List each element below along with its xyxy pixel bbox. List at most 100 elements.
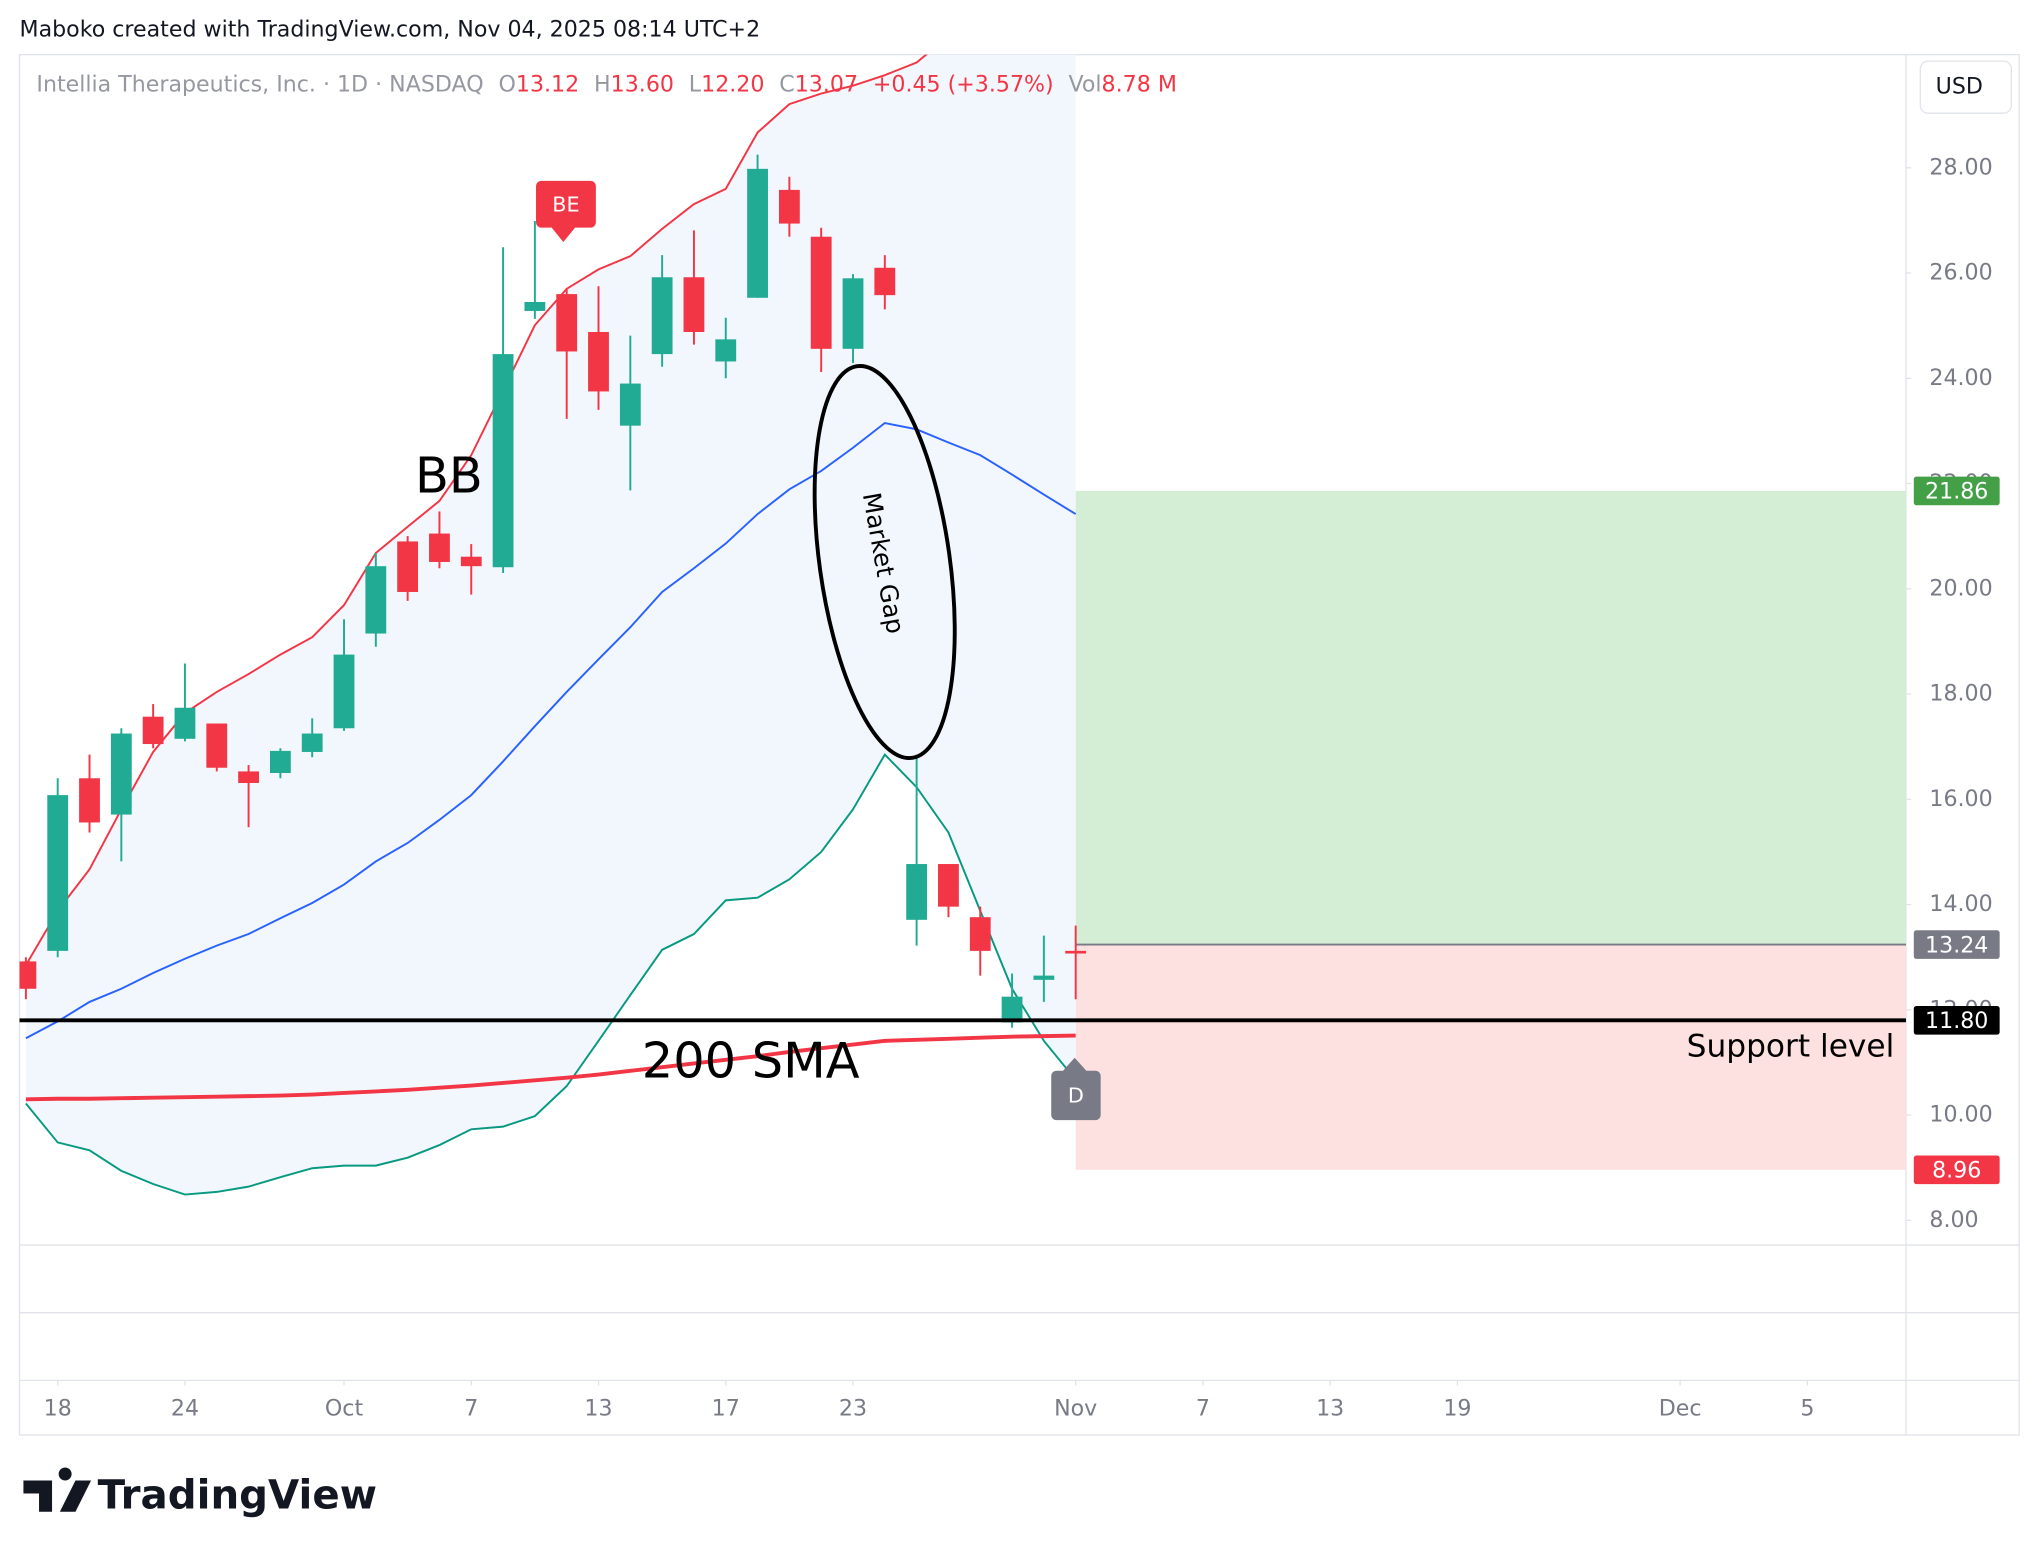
- support-text: Support level: [1687, 1029, 1895, 1065]
- candle-body: [79, 778, 100, 823]
- bb-lower: [25, 752, 1077, 1196]
- target-box: [1913, 476, 2000, 506]
- candle-body: [333, 654, 355, 729]
- candle-body: [174, 707, 196, 739]
- candle-body: [588, 331, 609, 392]
- candle-body: [206, 723, 228, 768]
- candle-body: [778, 189, 800, 224]
- candle-body: [556, 294, 578, 352]
- x-tick-label: Oct: [325, 1395, 364, 1421]
- c-val: 13.07: [795, 71, 858, 97]
- y-tick-label: 14.00: [1929, 891, 1992, 917]
- x-tick-label: 18: [44, 1395, 72, 1421]
- y-tick-label: 16.00: [1929, 786, 1992, 812]
- candle-body: [429, 533, 450, 562]
- x-tick-label: 13: [1316, 1395, 1344, 1421]
- bb-basis: [25, 421, 1077, 1040]
- vol-key: Vol: [1068, 71, 1101, 97]
- sma-200: [25, 1033, 1076, 1102]
- candle-body: [269, 750, 291, 773]
- l-val: 12.20: [701, 71, 764, 97]
- candle-body: [110, 733, 132, 815]
- support-label: 11.80: [1925, 1008, 1988, 1034]
- annotation-bb: BB: [415, 446, 483, 504]
- x-tick-label: Nov: [1054, 1395, 1097, 1421]
- x-tick-label: 17: [712, 1395, 740, 1421]
- bb-upper: [25, 54, 928, 966]
- loss-zone: [1075, 944, 1906, 1170]
- o-val: 13.12: [516, 71, 579, 97]
- d-label: D: [1068, 1084, 1084, 1108]
- candle-body: [492, 354, 514, 568]
- candle-body: [969, 917, 991, 951]
- target-label: 21.86: [1925, 479, 1988, 505]
- currency-box[interactable]: [1919, 60, 2013, 114]
- candle-body: [747, 168, 768, 298]
- candle-body: [19, 961, 37, 989]
- legend: Intellia Therapeutics, Inc. · 1D · NASDA…: [36, 71, 1176, 97]
- y-tick-label: 26.00: [1929, 260, 1992, 286]
- candle-body: [524, 301, 546, 311]
- y-tick-label: 24.00: [1929, 365, 1992, 391]
- candle-body: [906, 864, 928, 920]
- symbol: Intellia Therapeutics, Inc. · 1D · NASDA…: [36, 71, 483, 97]
- y-tick-label: 20.00: [1929, 575, 1992, 601]
- y-tick-label: 8.00: [1929, 1207, 1978, 1233]
- candle-body: [397, 541, 419, 592]
- candle-body: [365, 566, 387, 634]
- candle-body: [1033, 975, 1055, 980]
- candle-body: [810, 236, 832, 349]
- profit-zone: [1075, 490, 1906, 945]
- x-tick-label: Dec: [1659, 1395, 1702, 1421]
- be-badge: [536, 180, 596, 242]
- candle-body: [874, 267, 896, 296]
- logo: TradingView: [23, 1467, 377, 1518]
- stop-label: 8.96: [1932, 1158, 1981, 1184]
- candle-body: [1001, 996, 1023, 1023]
- candle-body: [238, 771, 259, 783]
- y-tick-label: 10.00: [1929, 1102, 1992, 1128]
- entry-box: [1913, 930, 2000, 959]
- x-tick-label: 23: [839, 1395, 867, 1421]
- candle-body: [938, 864, 959, 907]
- support-box: [1913, 1006, 2000, 1035]
- candle-body: [619, 383, 641, 426]
- d-badge: [1051, 1057, 1101, 1121]
- x-tick-label: 19: [1443, 1395, 1471, 1421]
- annotation-sma: 200 SMA: [642, 1032, 860, 1090]
- y-tick-label: 28.00: [1929, 154, 1992, 180]
- x-tick-label: 7: [1196, 1395, 1210, 1421]
- x-tick-label: 13: [584, 1395, 612, 1421]
- h-key: H: [594, 71, 611, 97]
- candle-body: [651, 277, 673, 355]
- x-tick-label: 24: [171, 1395, 199, 1421]
- plot-area: [19, 54, 1906, 1196]
- candle-body: [842, 278, 864, 349]
- currency[interactable]: USD: [1936, 74, 1983, 100]
- o-key: O: [498, 71, 515, 97]
- credit: Maboko created with TradingView.com, Nov…: [20, 16, 761, 42]
- logo-mark: [23, 1467, 92, 1512]
- gap-ellipse: [812, 364, 957, 761]
- entry-label: 13.24: [1925, 932, 1988, 958]
- candle-body: [142, 716, 164, 745]
- h-val: 13.60: [611, 71, 674, 97]
- candle-body: [1065, 950, 1087, 954]
- y-tick-label: 18.00: [1929, 681, 1992, 707]
- c-key: C: [779, 71, 794, 97]
- vol-val: 8.78 M: [1102, 71, 1177, 97]
- l-key: L: [689, 71, 702, 97]
- change: +0.45 (+3.57%): [873, 71, 1054, 97]
- brand: TradingView: [98, 1471, 377, 1518]
- candle-body: [460, 556, 482, 567]
- candle-body: [683, 277, 705, 332]
- x-tick-label: 7: [464, 1395, 478, 1421]
- candle-body: [47, 795, 69, 951]
- candle-body: [301, 733, 323, 752]
- plot: 8.0010.0012.0014.0016.0018.0020.0022.002…: [19, 54, 2000, 1421]
- be-label: BE: [552, 193, 579, 217]
- x-tick-label: 5: [1800, 1395, 1814, 1421]
- stop-box: [1913, 1155, 2000, 1185]
